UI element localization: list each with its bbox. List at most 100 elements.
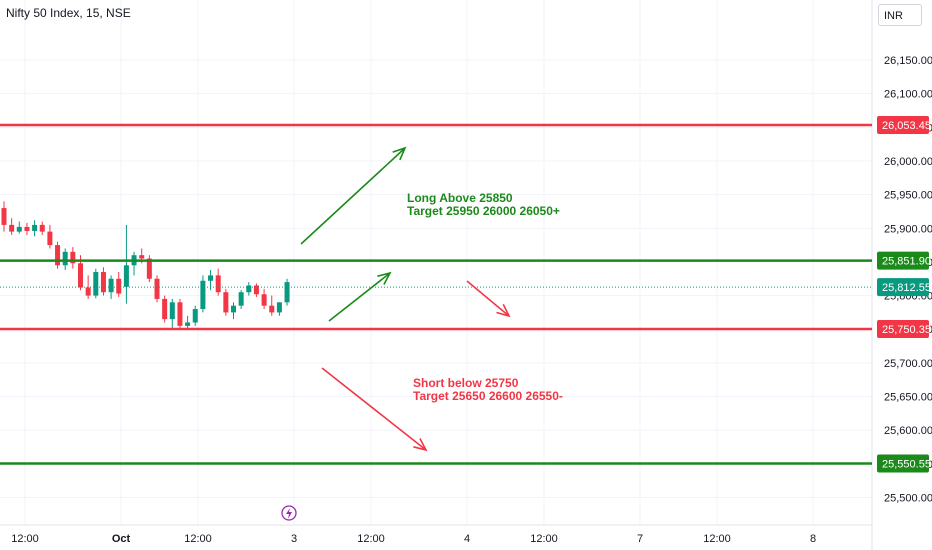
bearish-candle [116, 272, 122, 297]
bearish-candle [9, 218, 15, 235]
y-tick-label: 25,600.00 [884, 425, 932, 437]
bearish-candle [24, 222, 30, 235]
bearish-candle [55, 241, 61, 269]
candle-body [154, 278, 160, 299]
bearish-candle [39, 221, 45, 235]
bearish-candle [85, 275, 91, 299]
candle-body [185, 322, 191, 326]
candle-body [139, 255, 145, 259]
candle-body [238, 292, 244, 306]
y-tick-label: 26,100.00 [884, 89, 932, 101]
bullish-candle [284, 278, 290, 306]
y-tick-label: 25,700.00 [884, 358, 932, 370]
support-low-price-tag [877, 454, 929, 473]
short-trigger-price-label: 25,750.35 [882, 324, 931, 336]
x-tick-label: 12:00 [530, 533, 558, 545]
bullish-candle [185, 315, 191, 330]
candle-body [9, 224, 15, 232]
candle-body [1, 208, 7, 225]
currency-selector[interactable]: INR [878, 4, 922, 26]
annotation-text: Target 25950 26000 26050+ [407, 204, 560, 218]
bearish-candle [70, 247, 76, 269]
bearish-candle [261, 288, 267, 310]
bullish-candle [231, 302, 236, 320]
bearish-candle [154, 275, 160, 303]
x-tick-label: 12:00 [703, 533, 731, 545]
bearish-candle [162, 295, 168, 323]
bullish-candle [276, 302, 282, 316]
x-tick-label: 12:00 [184, 533, 212, 545]
event-marker-icon [281, 505, 297, 521]
last-price-label: 25,812.55 [882, 282, 931, 294]
candle-body [85, 287, 91, 296]
bearish-candle [100, 267, 106, 296]
candle-body [200, 280, 206, 310]
y-tick-label: 25,500.00 [884, 493, 932, 505]
candle-body [192, 309, 198, 323]
bullish-candle [192, 305, 198, 326]
resistance-high-price-tag [877, 115, 929, 134]
long-arrow-lower [328, 271, 392, 322]
candle-body [123, 265, 129, 287]
x-tick-label: 8 [810, 533, 816, 545]
bullish-candle [200, 275, 206, 313]
candle-body [39, 224, 45, 232]
candle-body [32, 224, 38, 231]
candle-body [93, 272, 99, 296]
arrow-head [413, 438, 428, 452]
candle-body [223, 292, 229, 313]
candle-body [231, 305, 236, 313]
bearish-candle [1, 201, 7, 232]
bearish-candle [146, 255, 152, 283]
candle-body [108, 278, 114, 293]
candle-body [169, 302, 175, 320]
bullish-candle [169, 298, 175, 330]
bullish-candle [123, 224, 129, 304]
long-trigger-price-label: 25,851.90 [882, 256, 931, 268]
x-tick-label: Oct [112, 533, 131, 545]
bearish-candle [223, 288, 229, 316]
candle-body [276, 302, 282, 313]
short-trigger-price-tag [877, 319, 929, 338]
y-tick-label: 25,950.00 [884, 190, 932, 202]
candle-body [55, 245, 61, 266]
arrow-head [392, 146, 407, 161]
bearish-candle [177, 298, 183, 330]
bearish-candle [47, 224, 53, 249]
y-tick-label: 26,000.00 [884, 156, 932, 168]
bearish-candle [269, 295, 275, 316]
candle-body [162, 298, 168, 320]
x-tick-label: 3 [291, 533, 297, 545]
resistance-high-price-label: 26,053.45 [882, 120, 931, 132]
y-tick-label: 26,150.00 [884, 55, 932, 67]
arrow-shaft [328, 272, 391, 322]
bullish-candle [16, 221, 22, 234]
candle-body [246, 285, 252, 293]
symbol-title: Nifty 50 Index, 15, NSE [6, 6, 131, 20]
y-tick-label: 25,900.00 [884, 223, 932, 235]
candle-body [261, 294, 267, 306]
last-price-tag [877, 278, 929, 297]
candle-body [116, 278, 122, 294]
arrow-shaft [300, 147, 406, 245]
short-arrow-small [466, 280, 511, 318]
long-arrow-upper [300, 146, 407, 245]
annotation-text: Long Above 25850 [407, 191, 513, 205]
candle-body [70, 251, 76, 264]
bullish-candle [246, 282, 252, 296]
candle-body [284, 282, 290, 303]
x-tick-label: 12:00 [11, 533, 39, 545]
bullish-candle [93, 268, 99, 299]
long-trigger-price-tag [877, 251, 929, 270]
candle-body [16, 226, 22, 232]
y-tick-label: 25,650.00 [884, 392, 932, 404]
x-tick-label: 12:00 [357, 533, 385, 545]
bullish-candle [62, 248, 68, 270]
candle-body [269, 305, 275, 313]
short-arrow-large [321, 367, 428, 452]
arrow-shaft [321, 367, 427, 451]
arrow-head [496, 303, 511, 318]
candle-body [208, 275, 214, 281]
arrow-shaft [466, 280, 510, 317]
